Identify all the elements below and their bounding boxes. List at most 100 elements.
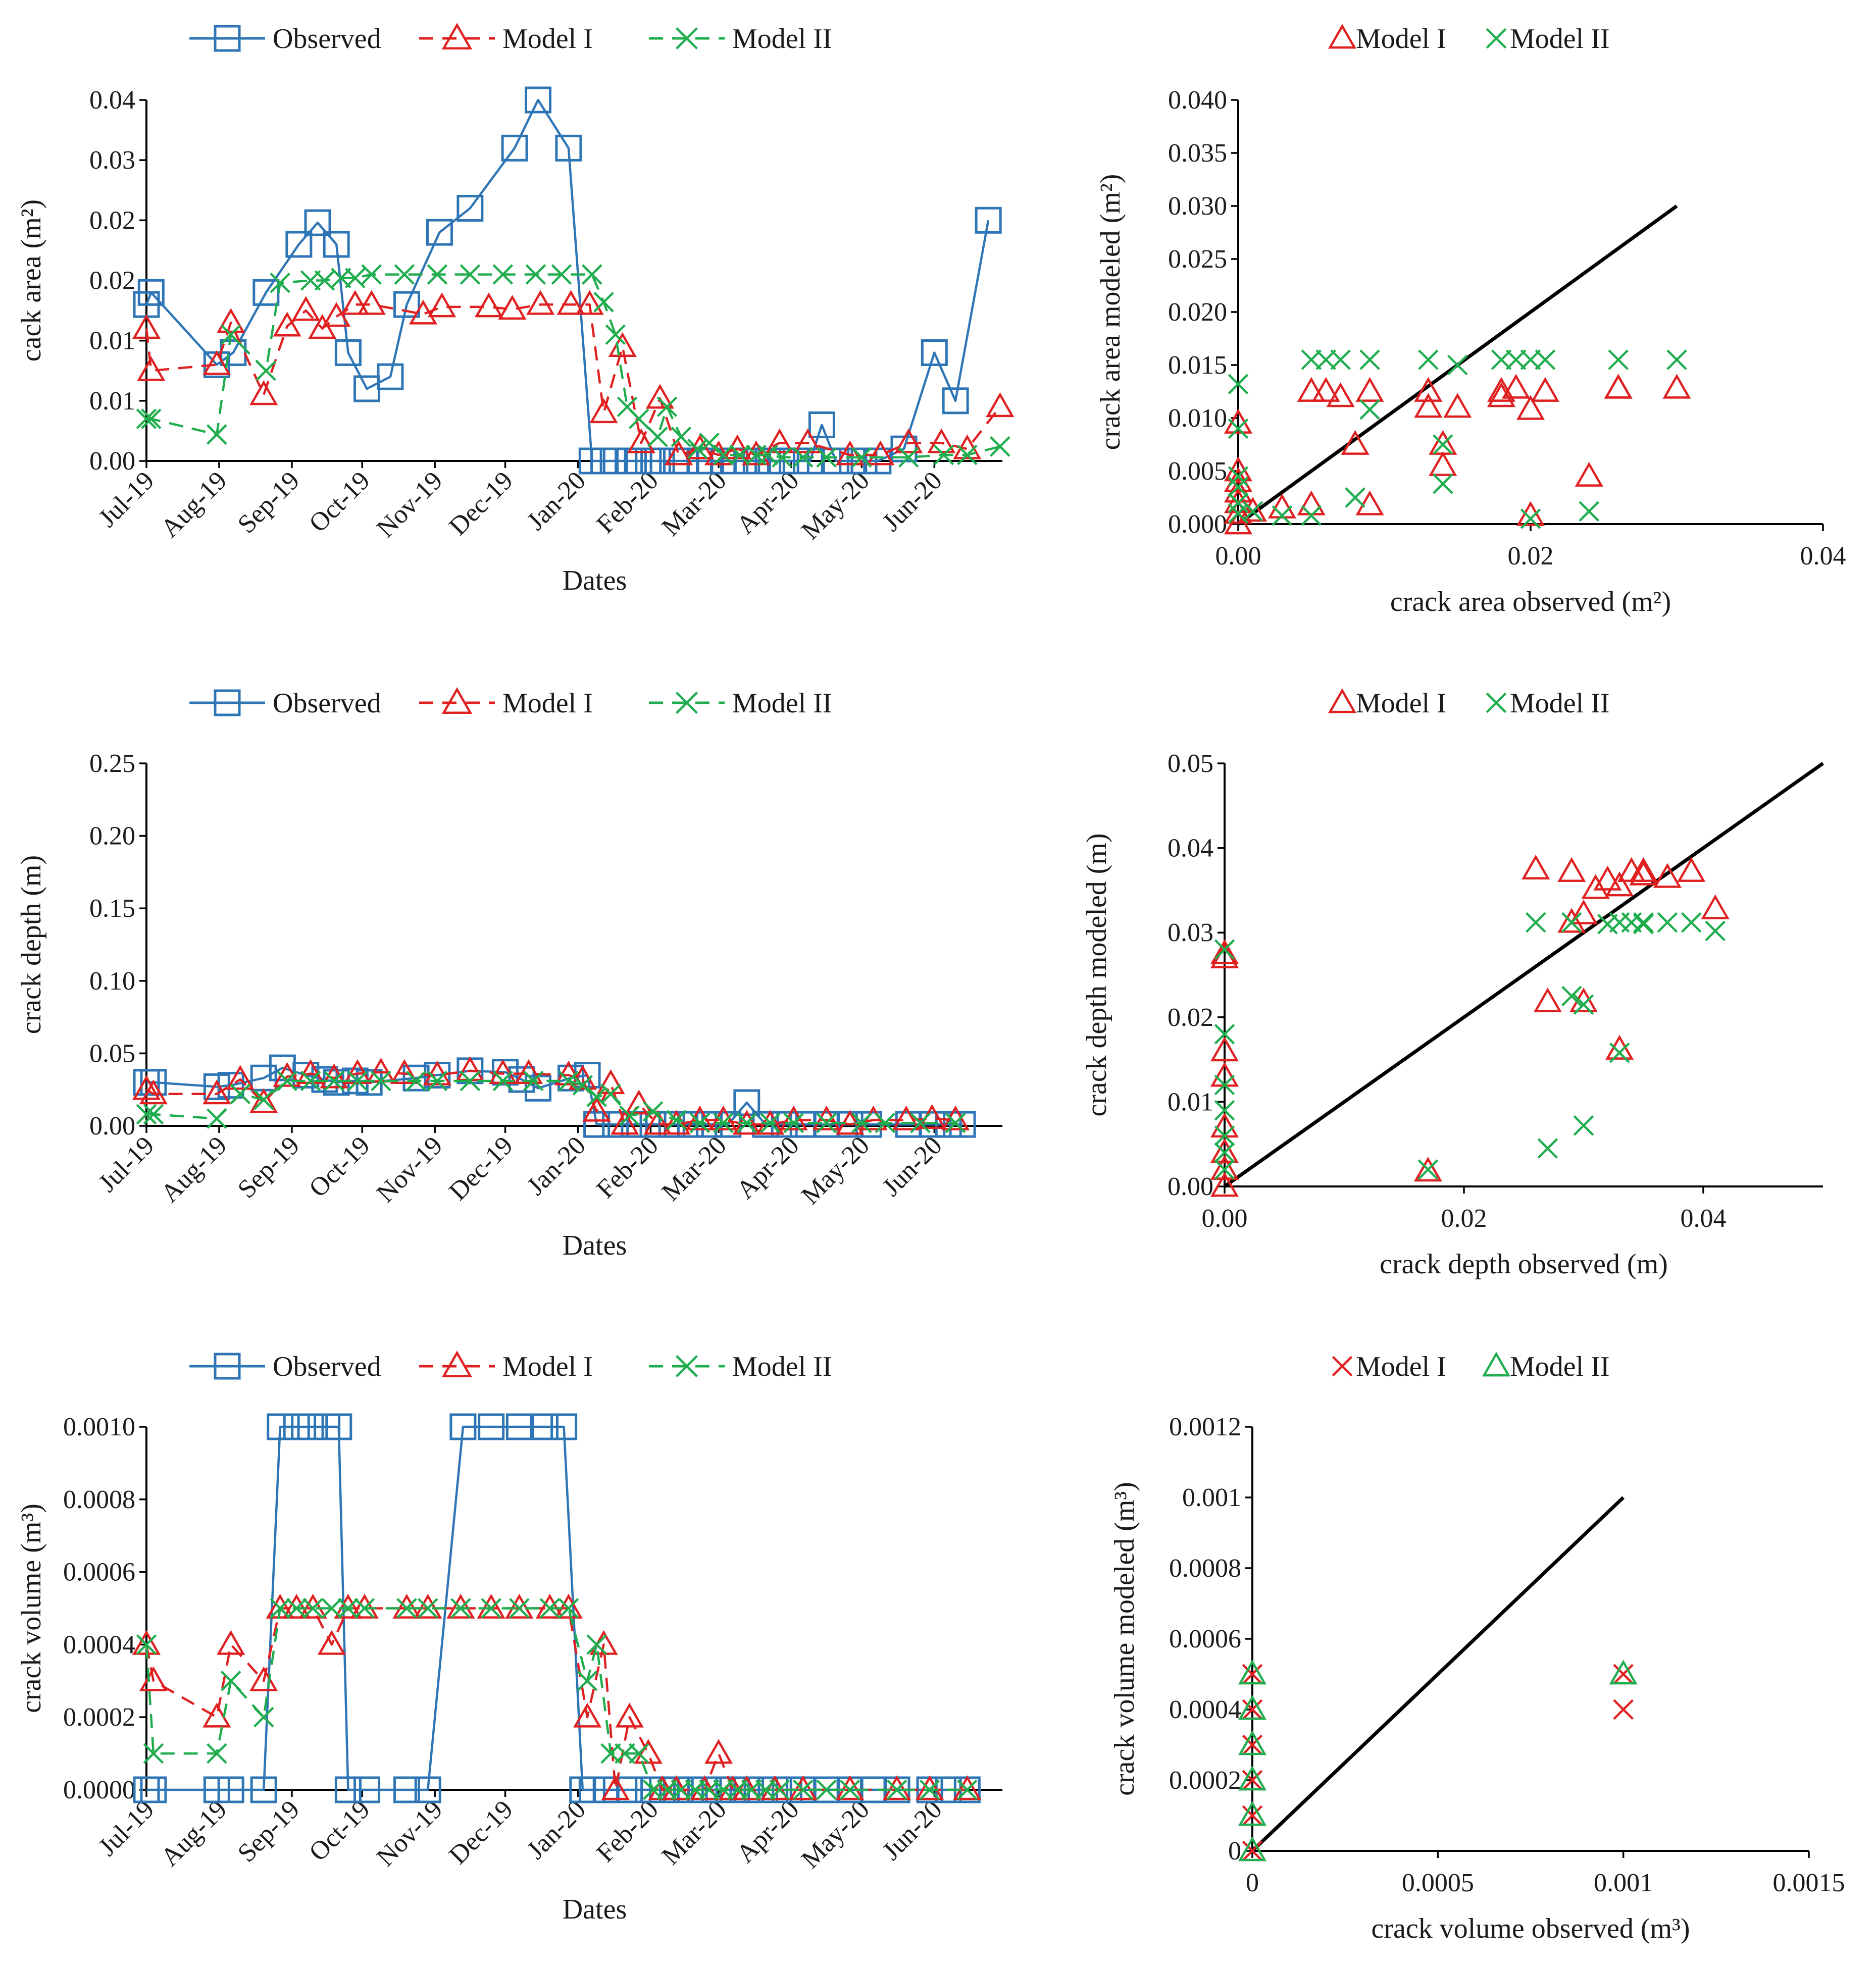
data-point (1228, 466, 1249, 487)
data-point (957, 444, 978, 465)
data-point (286, 1598, 307, 1619)
data-point (455, 1056, 484, 1081)
data-point (1569, 899, 1598, 924)
data-point (1238, 1801, 1267, 1826)
data-point (296, 1059, 325, 1084)
x-tick-label: May-20 (796, 1131, 875, 1210)
x-axis-title: Dates (563, 1894, 627, 1925)
data-point (1608, 349, 1629, 370)
data-point (1579, 501, 1600, 522)
data-point (1501, 374, 1531, 399)
data-point (321, 1598, 342, 1619)
data-point (317, 1630, 346, 1655)
data-point (1214, 1074, 1235, 1096)
data-point (539, 1598, 561, 1619)
y-tick-label: 0.000 (1168, 510, 1227, 539)
data-point (396, 1598, 417, 1619)
y-axis-title: cack area (m²) (16, 199, 47, 361)
data-point (1272, 505, 1293, 526)
data-point (481, 1598, 501, 1619)
data-point (1604, 374, 1633, 399)
data-point (1520, 508, 1541, 529)
legend-marker (1482, 1352, 1511, 1377)
data-point (921, 339, 948, 366)
x-tick-label: Dec-19 (443, 1131, 519, 1206)
data-point (283, 1413, 310, 1440)
data-point (1522, 854, 1550, 879)
data-point (599, 447, 627, 475)
y-tick-label: 0.02 (89, 267, 135, 295)
y-tick-label: 0.03 (89, 146, 135, 175)
y-tick-label: 0.0010 (63, 1413, 135, 1441)
data-point (1311, 377, 1340, 402)
data-point (1605, 1034, 1634, 1060)
data-point (808, 411, 835, 438)
y-tick-label: 0.20 (89, 822, 135, 851)
y-tick-label: 0.020 (1168, 298, 1227, 327)
legend-marker (441, 1351, 473, 1378)
data-point (323, 231, 350, 258)
data-point (1535, 349, 1556, 370)
data-point (535, 1593, 564, 1619)
data-point (1301, 505, 1322, 526)
data-point (642, 1101, 664, 1122)
y-tick-label: 0 (1228, 1837, 1241, 1866)
data-point (256, 360, 277, 381)
data-point (1491, 349, 1512, 370)
x-tick-label: Nov-19 (371, 1795, 448, 1872)
data-point (705, 1776, 732, 1803)
data-point (1573, 1115, 1594, 1136)
data-point (523, 1070, 544, 1092)
data-point (1228, 418, 1249, 439)
data-point (836, 440, 865, 465)
data-point (935, 1111, 962, 1138)
data-point (207, 424, 227, 445)
data-point (478, 1413, 505, 1440)
series-model-i (1224, 374, 1691, 535)
data-point (1242, 1840, 1263, 1861)
x-tick-label: Oct-19 (303, 466, 375, 538)
data-point (816, 1112, 837, 1133)
data-point (270, 1598, 290, 1619)
data-point (765, 428, 794, 453)
data-point (1520, 349, 1541, 370)
data-point (1242, 1699, 1263, 1720)
legend-entry-model-ii: Model II (1482, 1351, 1610, 1382)
data-point (839, 1779, 860, 1800)
data-point (550, 1413, 578, 1440)
x-tick-label: Jan-20 (522, 1131, 591, 1201)
data-point (1604, 374, 1633, 399)
legend-label: Model I (502, 688, 593, 719)
data-point (446, 1593, 475, 1619)
data-point (713, 444, 734, 465)
data-point (662, 1110, 691, 1135)
data-point (1433, 473, 1453, 494)
data-point (1487, 382, 1516, 407)
legend-marker (676, 1355, 698, 1377)
data-point (405, 1070, 427, 1092)
y-tick-label: 0.010 (1168, 404, 1227, 433)
y-tick-label: 0.01 (89, 327, 135, 355)
data-point (249, 1088, 278, 1113)
y-axis-title: crack volume (m³) (16, 1504, 47, 1713)
legend-entry-model-ii: Model II (649, 1351, 832, 1382)
legend-label: Model I (1356, 1351, 1446, 1382)
x-tick-label: Sep-19 (232, 466, 305, 539)
data-point (645, 384, 675, 409)
series-model-ii (1228, 349, 1687, 529)
y-tick-label: 0.25 (89, 749, 135, 778)
chart-volume-time: 0.0000 0.0002 0.0004 0.0006 0.0008 0.0010 Jul-… (16, 1351, 1002, 1925)
y-tick-label: 0.0008 (63, 1485, 135, 1514)
legend-marker (214, 689, 241, 716)
legend-entry-model-i: Model I (1328, 23, 1446, 55)
data-point (792, 447, 814, 468)
x-tick-label: Mar-20 (656, 1795, 732, 1871)
legend-entry-model-ii: Model II (1486, 688, 1610, 719)
y-tick-label: 0.025 (1168, 245, 1227, 274)
data-point (501, 134, 528, 162)
data-point (616, 1776, 643, 1803)
data-point (343, 1059, 372, 1084)
data-point (1557, 908, 1586, 933)
x-axis-title: crack depth observed (m) (1380, 1249, 1668, 1280)
y-tick-label: 0.035 (1168, 139, 1227, 168)
